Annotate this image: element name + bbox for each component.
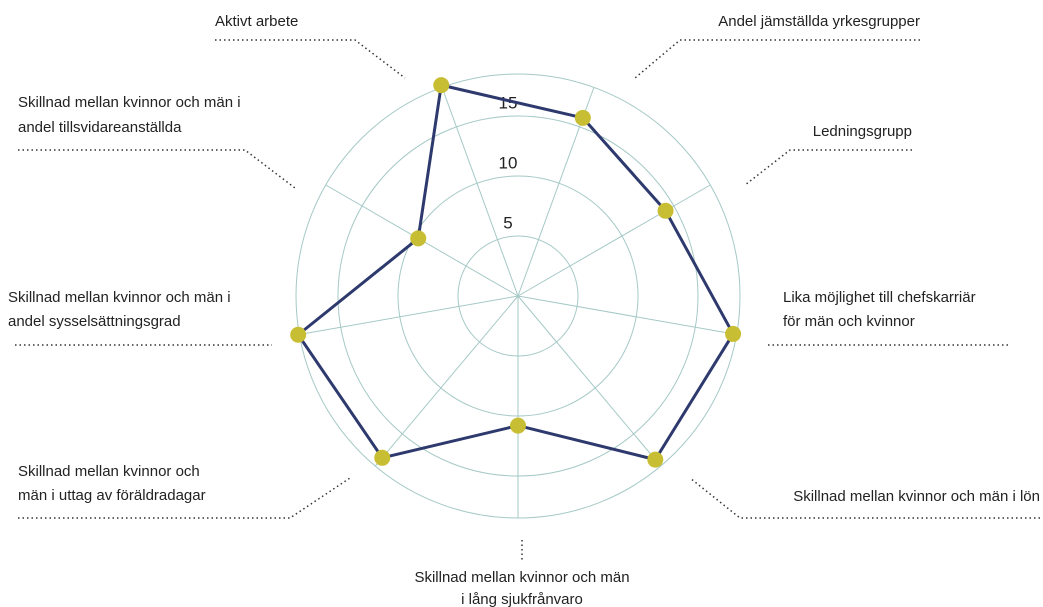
- leader-line: [689, 477, 1040, 519]
- axis-label: i lång sjukfrånvaro: [461, 591, 583, 607]
- axis-label: Lika möjlighet till chefskarriär: [783, 289, 976, 306]
- data-point: [410, 230, 427, 247]
- r-tick-label: 10: [499, 153, 518, 172]
- axis-label: andel sysselsättningsgrad: [8, 313, 181, 330]
- axis-label: Skillnad mellan kvinnor och män: [414, 569, 629, 586]
- spoke: [517, 184, 711, 297]
- axis-label: Aktivt arbete: [215, 13, 298, 30]
- leader-line: [744, 149, 912, 186]
- leader-line: [634, 39, 920, 79]
- axis-label: andel tillsvidareanställda: [18, 119, 182, 136]
- data-point: [647, 451, 664, 468]
- spoke: [517, 295, 737, 336]
- leader-line: [18, 149, 296, 189]
- r-tick-label: 5: [503, 213, 512, 232]
- spoke: [299, 295, 519, 336]
- axis-label: för män och kvinnor: [783, 313, 915, 330]
- axis-label: Skillnad mellan kvinnor och män i: [8, 289, 231, 306]
- data-point: [657, 202, 674, 219]
- axis-label: Skillnad mellan kvinnor och män i lön: [793, 488, 1040, 505]
- axis-label: Skillnad mellan kvinnor och: [18, 463, 200, 480]
- axis-label: Andel jämställda yrkesgrupper: [718, 13, 920, 30]
- leader-line: [18, 477, 351, 519]
- spoke: [517, 295, 662, 467]
- data-point: [433, 77, 450, 94]
- leader-line: [215, 39, 406, 79]
- data-point: [510, 417, 526, 434]
- axis-label: Ledningsgrupp: [813, 123, 912, 140]
- data-point: [574, 109, 591, 126]
- axis-label: Skillnad mellan kvinnor och män i: [18, 94, 241, 111]
- axis-label: män i uttag av föräldradagar: [18, 487, 206, 504]
- data-point: [290, 326, 307, 343]
- spoke: [374, 295, 519, 467]
- spoke: [441, 87, 519, 297]
- data-point: [725, 325, 742, 342]
- data-line: [296, 83, 735, 462]
- data-point: [374, 449, 391, 466]
